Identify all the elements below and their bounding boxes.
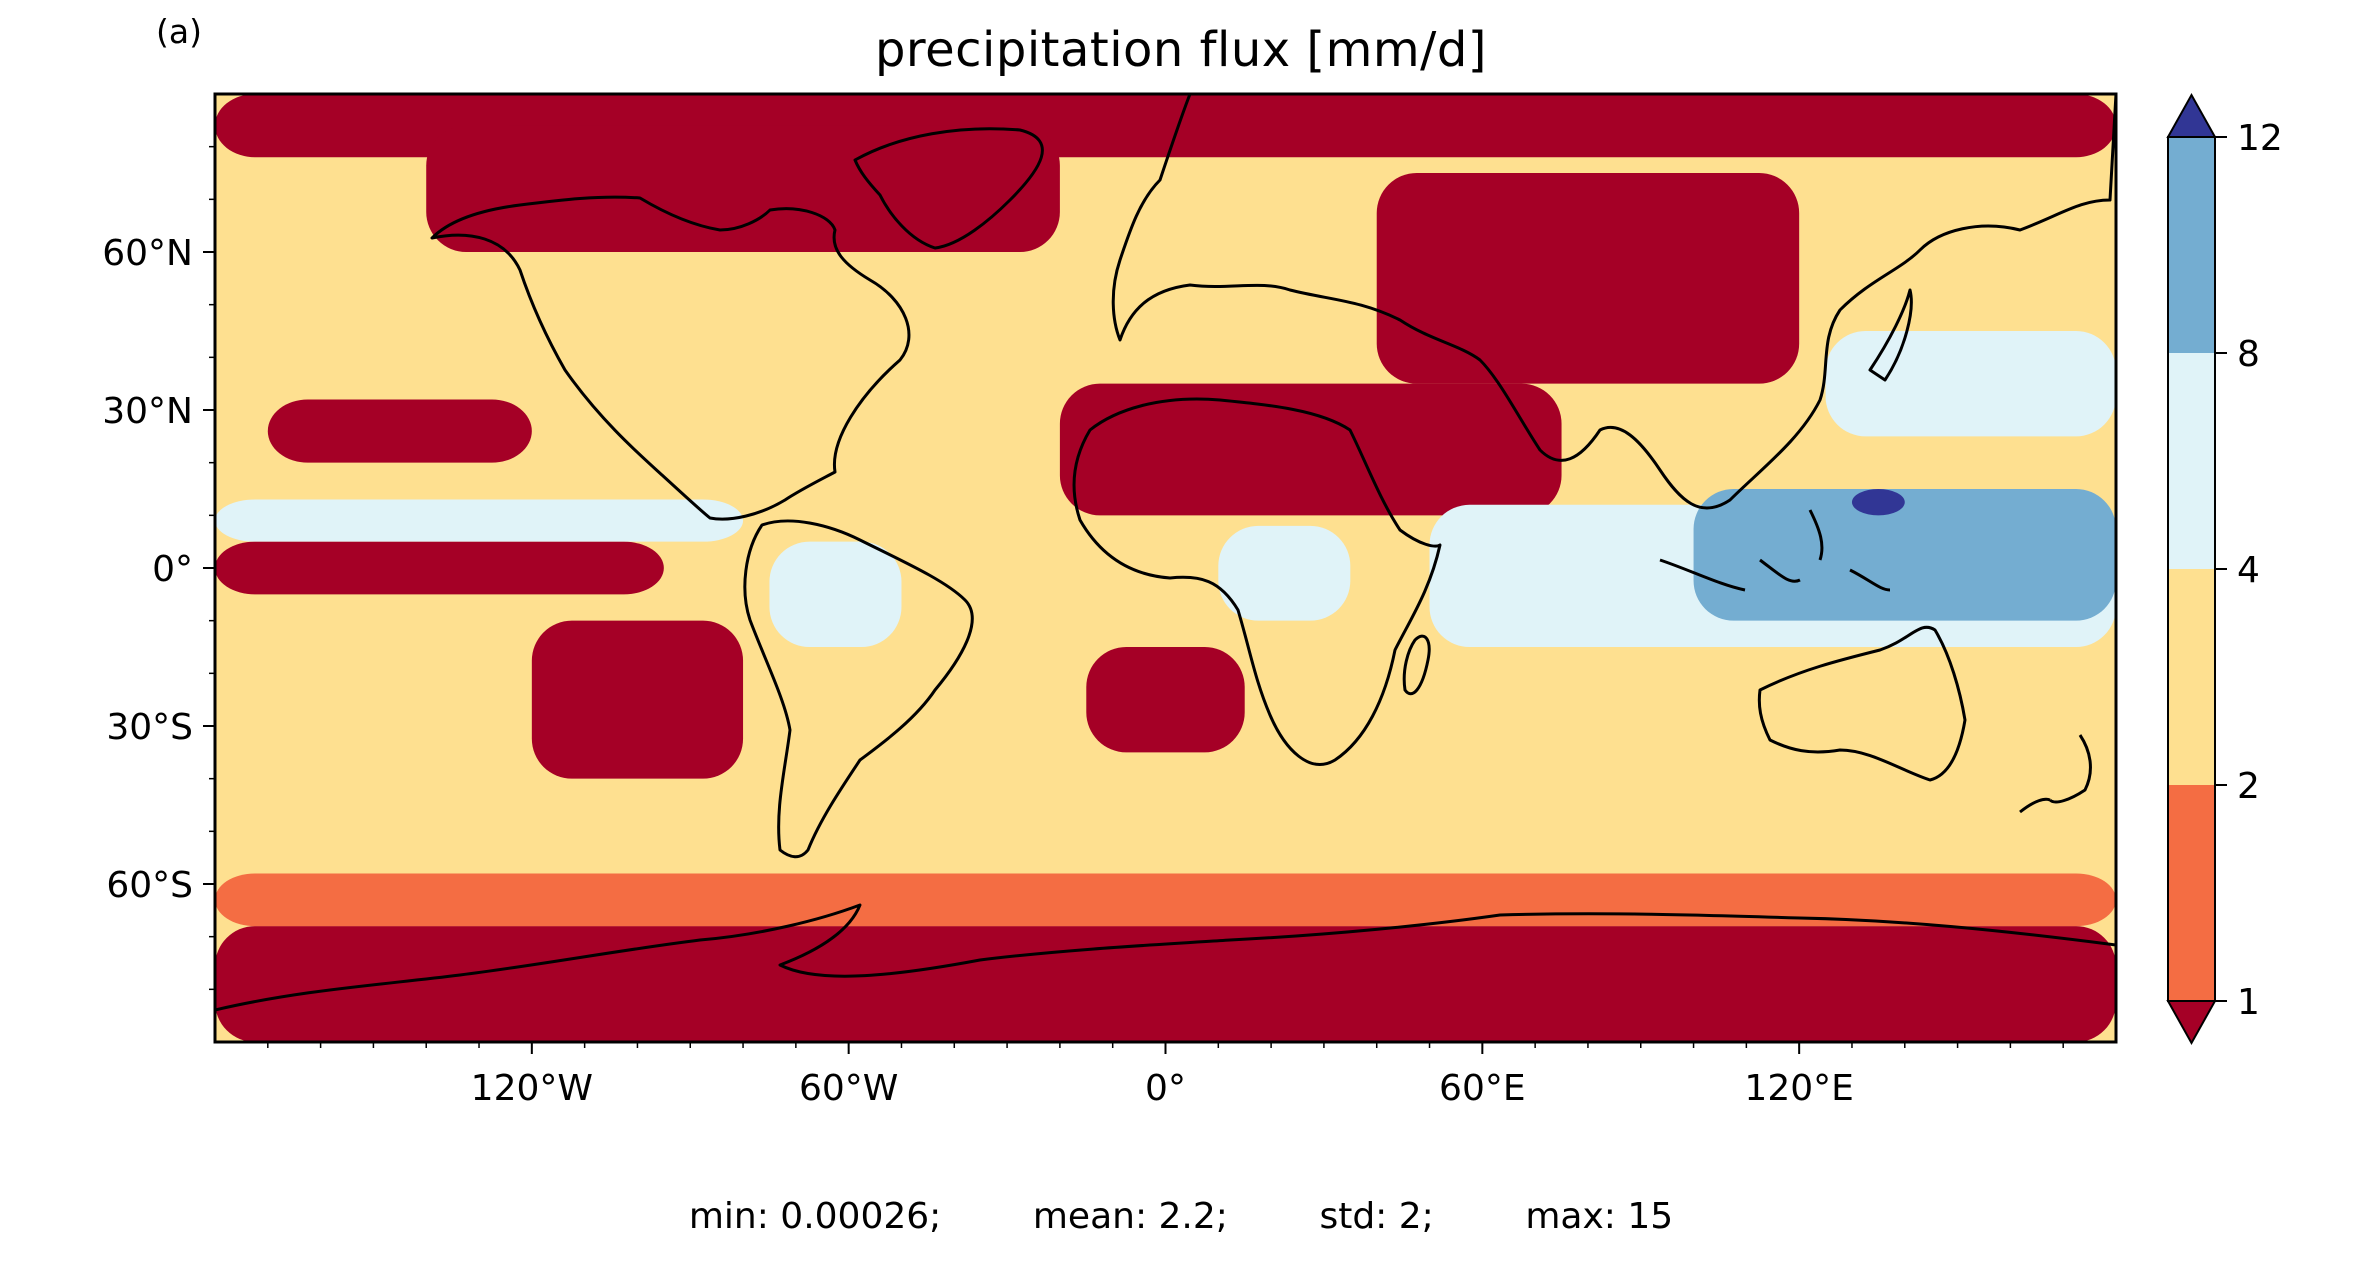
region-north-pacific-subtropical-high — [267, 399, 532, 463]
precipitation-field — [215, 94, 2116, 1042]
colorbar-bin — [2168, 137, 2215, 353]
region-kuroshio — [1825, 331, 2116, 437]
y-tick-label: 30°S — [106, 707, 193, 748]
region-maritime-continent — [1693, 489, 2116, 621]
region-equatorial-pacific-cold-tongue — [215, 541, 664, 595]
colorbar-tick-label: 1 — [2237, 982, 2260, 1023]
region-south-pacific-high — [531, 620, 744, 779]
japan-coast — [1868, 288, 1913, 382]
colorbar-bin — [2168, 785, 2215, 1001]
colorbar-bin — [2168, 353, 2215, 569]
coastlines — [215, 94, 2116, 1012]
colorbar-tick-label: 12 — [2237, 118, 2283, 159]
y-tick-label: 60°N — [102, 233, 193, 274]
stat-std: std: 2; — [1319, 1196, 1434, 1237]
colorbar-bin — [2168, 569, 2215, 785]
region-west-pacific-peak — [1851, 489, 1905, 516]
y-tick-label: 60°S — [106, 865, 193, 906]
stat-mean: mean: 2.2; — [1032, 1196, 1228, 1237]
region-antarctica — [215, 926, 2116, 1042]
region-central-africa — [1218, 525, 1351, 621]
region-central-asia — [1376, 173, 1800, 384]
colorbar-tick-label: 4 — [2237, 550, 2260, 591]
region-sahara-arabia — [1059, 383, 1562, 516]
region-north-canada-greenland — [426, 125, 1060, 252]
colorbar-tick-label: 2 — [2237, 766, 2260, 807]
colorbar-tick-label: 8 — [2237, 334, 2260, 375]
colorbar-extend-under — [2166, 1000, 2217, 1046]
statistics-line: min: 0.00026; mean: 2.2; std: 2; max: 15 — [0, 1196, 2362, 1237]
y-tick-label: 0° — [152, 549, 193, 590]
map-axes: 120°W 60°W 0° 60°E 120°E 60°N 30°N 0° 30°S 60°S — [102, 145, 2064, 1109]
africa-coast — [1072, 397, 1442, 766]
stat-max: max: 15 — [1525, 1196, 1674, 1237]
colorbar-extend-over — [2166, 92, 2217, 138]
region-south-atlantic-high — [1086, 647, 1245, 753]
x-tick-label: 120°E — [1744, 1068, 1853, 1109]
north-america-coast — [430, 195, 911, 521]
eurasia-coast — [1111, 94, 2116, 510]
indonesia-coast — [1659, 509, 1891, 592]
x-tick-label: 60°W — [799, 1068, 898, 1109]
antarctica-coast — [215, 903, 2116, 1012]
new-zealand-coast — [2019, 734, 2092, 814]
stat-min: min: 0.00026; — [688, 1196, 942, 1237]
south-america-coast — [743, 519, 974, 859]
x-tick-label: 120°W — [471, 1068, 593, 1109]
x-tick-label: 60°E — [1439, 1068, 1526, 1109]
region-itcz-pacific — [215, 499, 744, 542]
map-title: precipitation flux [mm/d] — [874, 22, 1488, 78]
madagascar-coast — [1402, 634, 1431, 696]
greenland-coast — [853, 127, 1044, 250]
y-tick-label: 30°N — [102, 391, 193, 432]
x-tick-label: 0° — [1145, 1068, 1186, 1109]
region-amazon — [769, 541, 902, 647]
panel-label: (a) — [156, 12, 202, 51]
map-area — [215, 94, 2116, 1042]
australia-coast — [1757, 625, 1967, 782]
